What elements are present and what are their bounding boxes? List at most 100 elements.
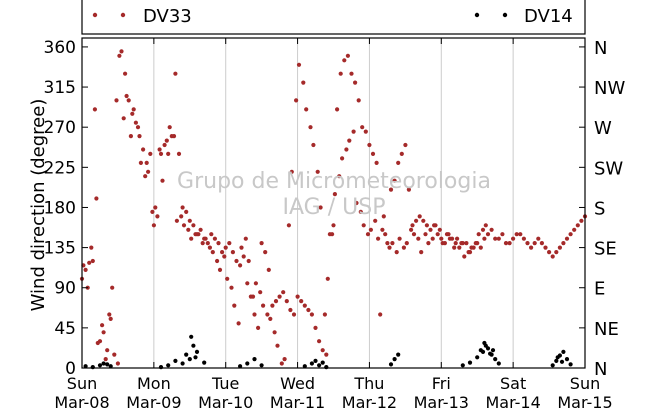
x-tick-label-date: Mar-09 <box>126 393 181 409</box>
point-dv33 <box>151 223 156 228</box>
point-dv33 <box>547 250 552 255</box>
point-dv33 <box>144 160 149 165</box>
point-dv33 <box>351 129 356 134</box>
point-dv33 <box>200 241 205 246</box>
point-dv33 <box>286 223 291 228</box>
point-dv33 <box>529 245 534 250</box>
point-dv33 <box>423 232 428 237</box>
point-dv33 <box>203 236 208 241</box>
point-dv33 <box>216 241 221 246</box>
point-dv33 <box>325 276 330 281</box>
point-dv33 <box>476 232 481 237</box>
point-dv14 <box>561 349 566 354</box>
point-dv33 <box>353 80 358 85</box>
point-dv33 <box>268 316 273 321</box>
y-tick-label-right: E <box>594 279 605 300</box>
point-dv33 <box>435 232 440 237</box>
point-dv33 <box>176 151 182 156</box>
point-dv33 <box>246 258 251 264</box>
point-dv33 <box>332 192 337 197</box>
point-dv14 <box>392 357 397 362</box>
point-dv14 <box>480 349 486 354</box>
point-dv14 <box>559 359 565 364</box>
axes-frame <box>81 37 586 369</box>
point-dv33 <box>302 303 307 308</box>
point-dv33 <box>337 174 342 179</box>
point-dv14 <box>108 364 113 369</box>
x-tick-label-date: Mar-12 <box>342 393 397 409</box>
point-dv33 <box>430 236 435 241</box>
point-dv33 <box>370 151 376 156</box>
point-dv33 <box>561 241 566 246</box>
point-dv33 <box>500 232 505 237</box>
point-dv33 <box>270 303 275 308</box>
point-dv14 <box>388 362 394 367</box>
point-dv33 <box>392 178 397 183</box>
point-dv14 <box>568 362 573 367</box>
point-dv14 <box>166 363 171 368</box>
point-dv33 <box>119 49 124 54</box>
point-dv33 <box>469 245 474 250</box>
y-tick-label-right: N <box>594 38 607 59</box>
point-dv14 <box>97 363 103 368</box>
y-tick-label-right: SE <box>594 239 617 260</box>
point-dv33 <box>568 232 573 237</box>
point-dv33 <box>198 227 203 232</box>
point-dv33 <box>135 125 141 130</box>
point-dv33 <box>426 241 431 246</box>
point-dv33 <box>313 325 318 330</box>
point-dv33 <box>503 241 509 246</box>
point-dv33 <box>291 312 297 317</box>
y-tick-label-right: S <box>594 198 605 219</box>
y-tick-label: 180 <box>44 198 76 218</box>
point-dv14 <box>302 364 307 369</box>
point-dv33 <box>521 236 527 241</box>
x-tick-label-day: Sat <box>500 374 526 393</box>
point-dv14 <box>187 357 192 362</box>
point-dv14 <box>490 348 496 353</box>
point-dv33 <box>347 138 352 143</box>
y-tick-label-right: NE <box>594 319 619 340</box>
point-dv33 <box>401 245 406 250</box>
point-dv33 <box>349 71 354 76</box>
point-dv33 <box>229 285 234 290</box>
y-tick-label-right: NW <box>594 78 625 99</box>
point-dv33 <box>318 205 323 210</box>
x-tick-label-day: Fri <box>432 374 451 393</box>
point-dv33 <box>557 245 563 250</box>
point-dv33 <box>105 348 110 353</box>
point-dv33 <box>396 160 401 165</box>
point-dv33 <box>564 236 570 241</box>
point-dv33 <box>403 142 408 148</box>
x-tick-label-day: Sun <box>67 374 97 393</box>
point-dv14 <box>467 360 473 365</box>
point-dv33 <box>288 307 293 313</box>
point-dv14 <box>460 363 465 368</box>
point-dv33 <box>110 285 115 290</box>
point-dv33 <box>143 174 148 179</box>
point-dv33 <box>317 339 322 344</box>
point-dv33 <box>239 245 244 250</box>
point-dv33 <box>92 107 97 112</box>
point-dv14 <box>189 334 194 339</box>
point-dv33 <box>266 267 271 272</box>
point-dv14 <box>309 361 314 366</box>
point-dv33 <box>478 245 483 250</box>
point-dv33 <box>209 232 214 237</box>
point-dv14 <box>202 360 207 365</box>
point-dv33 <box>141 147 146 152</box>
point-dv33 <box>320 348 325 353</box>
point-dv33 <box>550 254 555 259</box>
point-dv33 <box>356 98 361 103</box>
x-tick-label-day: Wed <box>280 374 315 393</box>
point-dv33 <box>381 214 386 219</box>
point-dv33 <box>345 53 350 58</box>
point-dv33 <box>150 209 155 214</box>
point-dv33 <box>419 250 424 255</box>
legend-marker-dv33-a <box>92 12 98 18</box>
point-dv33 <box>480 227 486 232</box>
point-dv33 <box>514 232 519 237</box>
point-dv33 <box>232 303 237 308</box>
point-dv33 <box>148 151 153 156</box>
